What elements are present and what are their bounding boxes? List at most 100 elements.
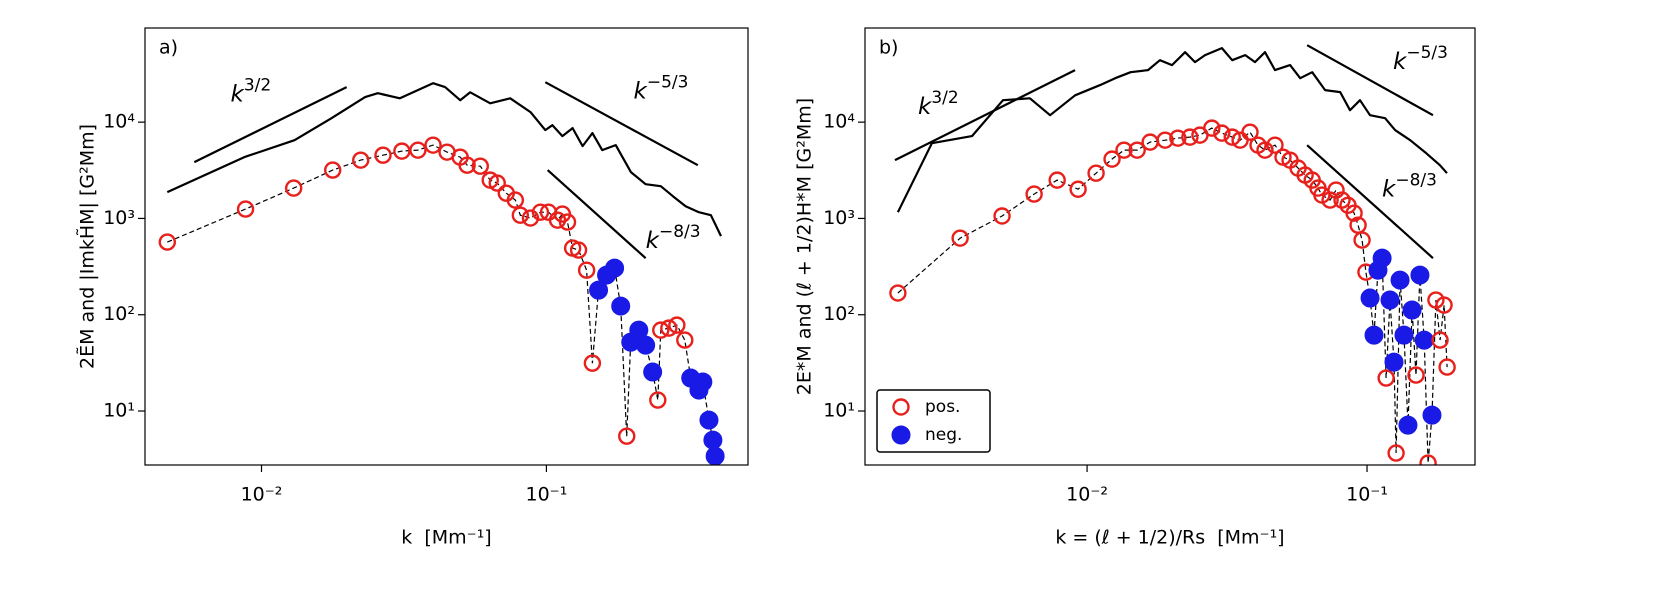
positive-point [236, 200, 255, 218]
positive-point [1169, 129, 1187, 147]
negative-point [1390, 270, 1410, 290]
x-axis-label: k = (ℓ + 1/2)/Rs [Mm⁻¹] [1055, 527, 1284, 549]
y-tick-label: 10³ [103, 207, 135, 229]
positive-point [1048, 171, 1066, 189]
legend-label: neg. [925, 425, 962, 445]
positive-point [531, 203, 550, 221]
positive-point [488, 174, 506, 192]
power-law-label: k3/2 [230, 76, 271, 108]
panel: 10¹ 10² 10³ 10⁴ 10⁻² 10⁻¹ k = (ℓ + 1/2)/Rs [Mm… [794, 27, 1476, 549]
negative-point [1364, 325, 1384, 345]
reference-line [1306, 144, 1434, 259]
power-law-exponent: −5/3 [1406, 43, 1448, 63]
positive-point [951, 229, 969, 247]
positive-point [1431, 331, 1449, 349]
negative-point [1394, 325, 1414, 345]
positive-point [1377, 369, 1395, 387]
reference-line [544, 81, 699, 167]
x-tick-label: 10⁻¹ [1346, 484, 1388, 506]
positive-point [284, 179, 303, 197]
negative-point [1372, 248, 1392, 268]
positive-point [1438, 358, 1456, 376]
positive-point [1407, 366, 1425, 384]
panel-label: a) [159, 37, 178, 59]
negative-point [605, 258, 625, 278]
positive-point [521, 209, 540, 227]
y-tick-label: 10² [103, 303, 135, 325]
power-law-exponent: −8/3 [1395, 171, 1437, 191]
positive-point [1128, 141, 1146, 159]
positive-point [511, 206, 530, 224]
power-law-label: k−5/3 [634, 73, 689, 105]
positive-point [506, 191, 525, 209]
positive-point [1387, 444, 1405, 462]
power-law-base: k [1393, 49, 1408, 75]
panel: 10¹ 10² 10³ 10⁴ 10⁻² 10⁻¹ k [Mm⁻¹] 2ẼM and |Imk… [76, 27, 749, 549]
positive-point [1203, 119, 1221, 137]
positive-point [1025, 185, 1043, 203]
positive-point [993, 207, 1011, 225]
negative-point [589, 280, 609, 300]
energy-line [166, 82, 722, 237]
legend: pos. neg. [876, 389, 991, 453]
positive-point [352, 151, 370, 169]
positive-point [668, 316, 686, 334]
y-tick-label: 10³ [823, 207, 855, 229]
power-law-label: k−8/3 [646, 222, 701, 254]
power-law-label: k−8/3 [1382, 171, 1437, 203]
positive-point [558, 213, 577, 231]
power-law-exponent: 3/2 [244, 76, 271, 96]
positive-point [676, 331, 694, 349]
positive-point [660, 319, 678, 337]
x-tick-label: 10⁻² [1066, 484, 1108, 506]
positive-point [1241, 123, 1259, 141]
negative-point [705, 446, 725, 465]
positive-point [1266, 136, 1284, 154]
reference-line [546, 169, 647, 259]
power-law-base: k [918, 94, 933, 120]
helicity-line [167, 144, 716, 457]
y-axis-label: 2E*M and (ℓ + 1/2)H*M [G²Mm] [794, 98, 816, 395]
y-tick-label: 10¹ [103, 400, 135, 422]
axes-frame [864, 27, 1476, 466]
positive-point [583, 354, 602, 372]
positive-point [889, 284, 907, 302]
positive-point [1353, 231, 1371, 249]
x-tick-label: 10⁻² [241, 484, 283, 506]
negative-point [611, 296, 631, 316]
y-tick-label: 10² [823, 303, 855, 325]
x-axis-label: k [Mm⁻¹] [401, 527, 491, 549]
y-tick-label: 10¹ [823, 400, 855, 422]
positive-point [652, 321, 670, 339]
negative-point [643, 362, 663, 382]
negative-point [1402, 300, 1422, 320]
negative-point [1422, 405, 1442, 425]
negative-point [1360, 288, 1380, 308]
positive-point [374, 146, 392, 164]
positive-point [1223, 128, 1241, 146]
power-law-exponent: −8/3 [659, 222, 701, 242]
power-law-exponent: 3/2 [931, 88, 958, 108]
reference-line [193, 86, 348, 164]
positive-point [1419, 454, 1437, 465]
negative-point [703, 430, 723, 450]
positive-point [569, 241, 588, 259]
power-law-exponent: −5/3 [647, 73, 689, 93]
power-law-label: k−5/3 [1393, 43, 1448, 75]
plot-area [889, 44, 1456, 465]
positive-point [649, 391, 667, 409]
reference-line [1306, 44, 1434, 117]
negative-point [1398, 415, 1418, 435]
power-law-base: k [1382, 176, 1397, 202]
positive-point [1069, 180, 1087, 198]
positive-point [1115, 141, 1133, 159]
legend-marker [892, 398, 910, 416]
positive-point [409, 141, 427, 159]
y-tick-label: 10⁴ [823, 111, 855, 133]
positive-point [1103, 150, 1121, 168]
negative-point [636, 335, 656, 355]
negative-point [699, 410, 719, 430]
power-law-label: k3/2 [918, 88, 959, 120]
legend-marker [891, 425, 911, 445]
